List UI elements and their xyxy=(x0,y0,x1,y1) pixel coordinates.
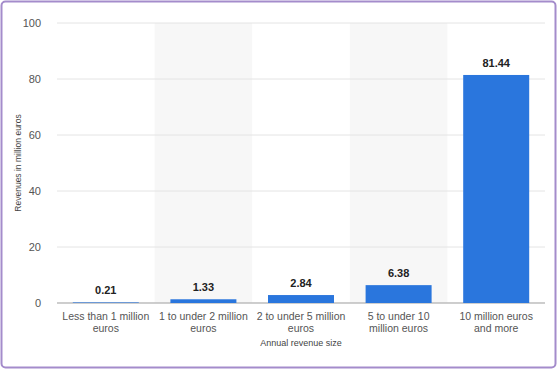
y-tick-label: 0 xyxy=(35,297,41,309)
column-shade xyxy=(155,23,253,303)
frame xyxy=(2,2,556,368)
bar xyxy=(463,75,529,303)
y-tick-label: 20 xyxy=(29,241,41,253)
y-tick-label: 60 xyxy=(29,129,41,141)
x-tick-label-line: 2 to under 5 million xyxy=(257,310,346,322)
x-tick-label-line: and more xyxy=(474,322,519,334)
x-tick-label: 2 to under 5 millioneuros xyxy=(257,310,346,334)
y-tick-label: 40 xyxy=(29,185,41,197)
data-label: 1.33 xyxy=(193,281,214,293)
bars xyxy=(73,75,529,303)
bar xyxy=(268,295,334,303)
x-tick-label: 10 million eurosand more xyxy=(459,310,533,334)
y-axis-title: Revenues in million euros xyxy=(13,114,23,211)
x-tick-label-line: million euros xyxy=(369,322,428,334)
x-tick-label: 5 to under 10million euros xyxy=(368,310,430,334)
x-tick-label-line: 10 million euros xyxy=(459,310,533,322)
data-label: 81.44 xyxy=(482,57,510,69)
column-shade xyxy=(350,23,448,303)
y-tick-label: 80 xyxy=(29,73,41,85)
x-tick-label-line: euros xyxy=(190,322,216,334)
x-tick-label-line: euros xyxy=(93,322,119,334)
chart: 0 20 40 60 80 100 0.21 1.33 2.84 6.38 81.44 Less th… xyxy=(0,0,557,369)
data-label: 6.38 xyxy=(388,267,409,279)
data-label: 0.21 xyxy=(95,284,116,296)
bar xyxy=(366,285,432,303)
x-tick-label-line: 1 to under 2 million xyxy=(159,310,248,322)
data-label: 2.84 xyxy=(290,277,312,289)
x-tick-label: Less than 1 millioneuros xyxy=(62,310,149,334)
bar xyxy=(73,302,139,303)
x-tick-label-line: Less than 1 million xyxy=(62,310,149,322)
x-tick-label: 1 to under 2 millioneuros xyxy=(159,310,248,334)
y-tick-label: 100 xyxy=(23,17,41,29)
x-axis-title: Annual revenue size xyxy=(260,338,342,348)
x-tick-label-line: euros xyxy=(288,322,314,334)
grid-line xyxy=(57,23,545,24)
bar xyxy=(170,299,236,303)
x-tick-label-line: 5 to under 10 xyxy=(368,310,430,322)
